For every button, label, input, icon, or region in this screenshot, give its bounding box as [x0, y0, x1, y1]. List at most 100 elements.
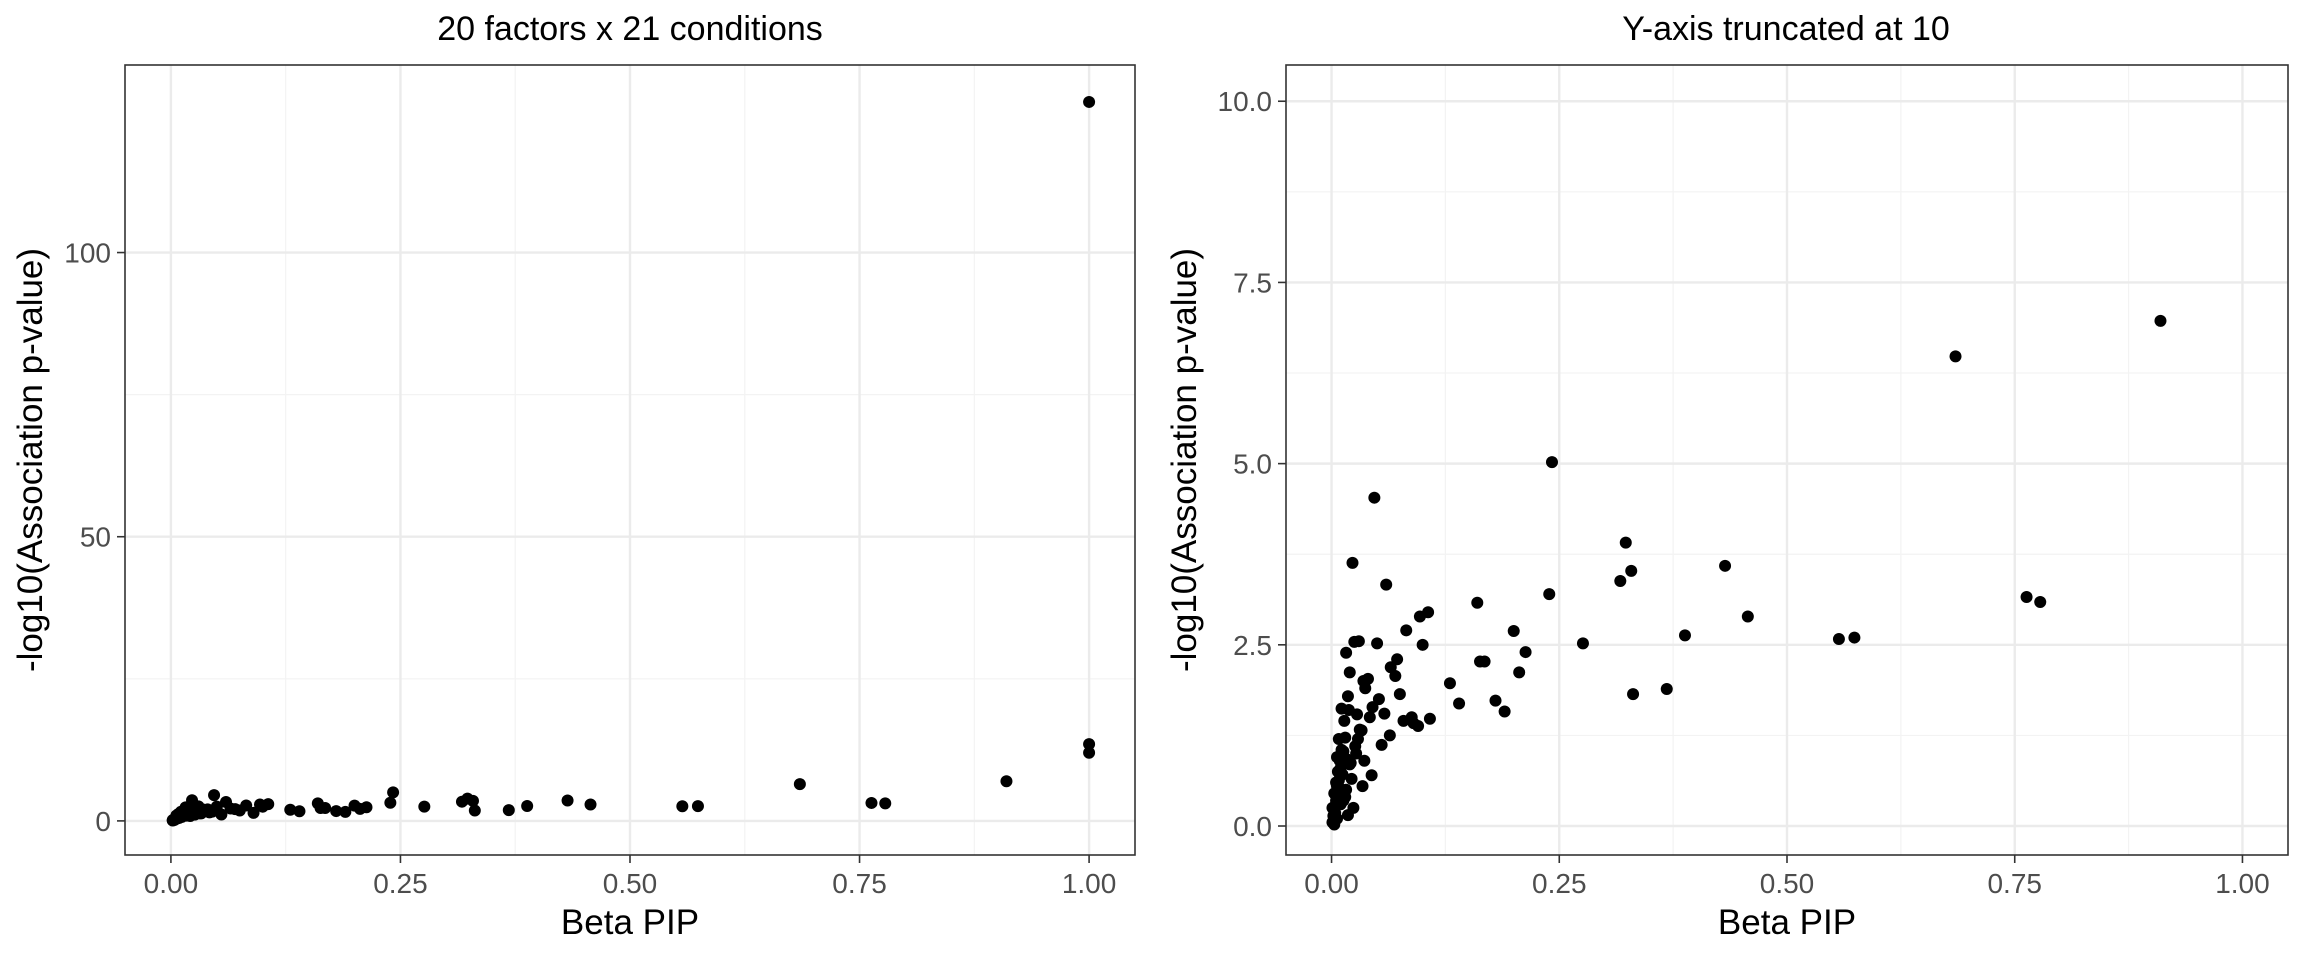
- data-point: [384, 796, 397, 809]
- right-panel: Y-axis truncated at 10 0.00 0.25 0.50 0.75 1…: [1165, 10, 2289, 942]
- data-point: [1358, 754, 1371, 767]
- left-y-tick-label: 50: [80, 522, 111, 553]
- data-point: [584, 798, 597, 811]
- data-point: [1625, 564, 1638, 577]
- data-point: [1341, 690, 1354, 703]
- data-point: [1083, 746, 1096, 759]
- data-point: [1353, 723, 1366, 736]
- data-point: [1350, 747, 1363, 760]
- data-point: [2154, 314, 2167, 327]
- right-y-tick-label: 7.5: [1233, 267, 1272, 298]
- right-y-tick-label: 2.5: [1233, 630, 1272, 661]
- right-points: [1326, 314, 2167, 831]
- right-x-tick-label: 0.50: [1760, 868, 1815, 899]
- data-point: [1391, 653, 1404, 666]
- data-point: [348, 799, 361, 812]
- data-point: [1365, 769, 1378, 782]
- right-x-tick-label: 0.75: [1987, 868, 2042, 899]
- data-point: [1343, 758, 1356, 771]
- left-grid: [125, 65, 1135, 855]
- data-point: [2034, 596, 2047, 609]
- data-point: [1351, 733, 1364, 746]
- data-point: [1498, 705, 1511, 718]
- left-x-tick-label: 0.50: [603, 868, 658, 899]
- data-point: [879, 797, 892, 810]
- data-point: [319, 801, 332, 814]
- data-point: [1083, 738, 1096, 751]
- right-chart-title: Y-axis truncated at 10: [1622, 10, 1950, 48]
- data-point: [1342, 704, 1355, 717]
- left-y-tick-label: 100: [64, 238, 111, 269]
- data-point: [502, 804, 515, 817]
- data-point: [1416, 638, 1429, 651]
- right-x-tick-label: 0.25: [1532, 868, 1587, 899]
- data-point: [1741, 610, 1754, 623]
- data-point: [1412, 719, 1425, 732]
- data-point: [1380, 578, 1393, 591]
- data-point: [330, 805, 343, 818]
- data-point: [1543, 588, 1556, 601]
- data-point: [1400, 624, 1413, 637]
- data-point: [2020, 590, 2033, 603]
- data-point: [1328, 787, 1341, 800]
- data-point: [1000, 775, 1013, 788]
- data-point: [1576, 637, 1589, 650]
- right-axis-ticks: 0.00 0.25 0.50 0.75 1.00 0.0 2.5 5.0 7.5 10.0: [1218, 86, 2270, 899]
- data-point: [1372, 693, 1385, 706]
- data-point: [247, 806, 260, 819]
- data-point: [1326, 816, 1339, 829]
- data-point: [1348, 635, 1361, 648]
- data-point: [418, 800, 431, 813]
- data-point: [1443, 677, 1456, 690]
- data-point: [1384, 661, 1397, 674]
- data-point: [284, 803, 297, 816]
- left-x-tick-label: 0.00: [144, 868, 199, 899]
- data-point: [1337, 794, 1350, 807]
- data-point: [339, 805, 352, 818]
- right-y-axis-title: -log10(Association p-value): [1165, 248, 1204, 672]
- data-point: [1359, 682, 1372, 695]
- left-points: [166, 95, 1096, 827]
- data-point: [1678, 629, 1691, 642]
- data-point: [253, 798, 266, 811]
- data-point: [1423, 712, 1436, 725]
- data-point: [1832, 633, 1845, 646]
- data-point: [1478, 655, 1491, 668]
- data-point: [1332, 733, 1345, 746]
- data-point: [1340, 783, 1353, 796]
- left-x-tick-label: 0.25: [373, 868, 428, 899]
- data-point: [561, 794, 574, 807]
- data-point: [691, 800, 704, 813]
- left-axis-ticks: 0.00 0.25 0.50 0.75 1.00 0 50 100: [64, 238, 1116, 899]
- data-point: [1405, 711, 1418, 724]
- data-point: [203, 806, 216, 819]
- data-point: [1489, 694, 1502, 707]
- data-point: [1083, 95, 1096, 108]
- data-point: [468, 804, 481, 817]
- right-x-tick-label: 0.00: [1304, 868, 1359, 899]
- data-point: [1453, 697, 1466, 710]
- data-point: [1413, 610, 1426, 623]
- data-point: [1343, 666, 1356, 679]
- data-point: [1326, 801, 1339, 814]
- data-point: [865, 796, 878, 809]
- data-point: [1375, 738, 1388, 751]
- data-point: [1368, 491, 1381, 504]
- data-point: [1949, 350, 1962, 363]
- data-point: [1347, 801, 1360, 814]
- data-point: [1507, 625, 1520, 638]
- left-x-tick-label: 1.00: [1062, 868, 1117, 899]
- data-point: [521, 799, 534, 812]
- data-point: [1345, 772, 1358, 785]
- data-point: [1619, 536, 1632, 549]
- data-point: [1545, 456, 1558, 469]
- data-point: [455, 795, 468, 808]
- data-point: [1519, 646, 1532, 659]
- data-point: [466, 794, 479, 807]
- data-point: [1719, 559, 1732, 572]
- data-point: [208, 789, 221, 802]
- data-point: [220, 795, 232, 808]
- left-panel: 20 factors x 21 conditions 0.00 0.25 0.50 0…: [11, 10, 1136, 942]
- left-chart-title: 20 factors x 21 conditions: [437, 10, 823, 48]
